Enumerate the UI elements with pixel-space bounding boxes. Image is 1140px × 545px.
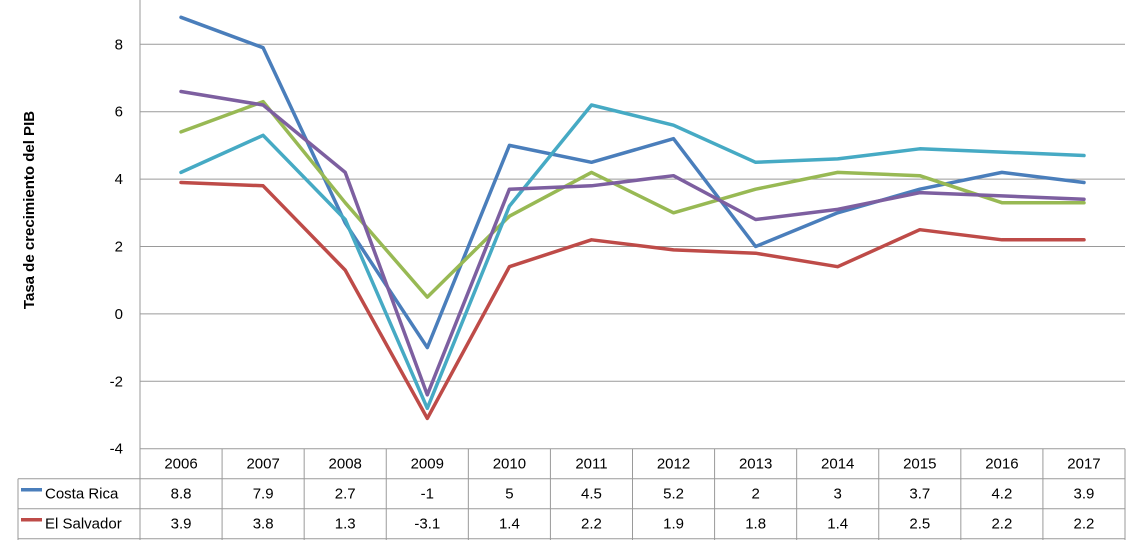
table-cell-value: 5 bbox=[505, 486, 513, 503]
table-cell-value: 1.8 bbox=[745, 516, 766, 533]
table-cell-value: 2.2 bbox=[581, 516, 602, 533]
table-cell-value: -1 bbox=[421, 486, 434, 503]
x-tick-label: 2008 bbox=[329, 456, 362, 473]
table-cell-value: 1.9 bbox=[663, 516, 684, 533]
x-tick-label: 2009 bbox=[411, 456, 444, 473]
table-cell-value: 1.4 bbox=[499, 516, 520, 533]
y-tick-label: 0 bbox=[115, 306, 123, 323]
data-table: 2006 2007 2008 2009 2010 2011 2012 2013 2014 2015… bbox=[17, 448, 1126, 540]
x-tick-label: 2006 bbox=[164, 456, 197, 473]
table-cell-value: 7.9 bbox=[253, 486, 274, 503]
x-tick-label: 2014 bbox=[821, 456, 854, 473]
table-cell-value: 2.7 bbox=[335, 486, 356, 503]
series-line bbox=[179, 15, 1086, 350]
y-tick-label: 8 bbox=[115, 36, 123, 53]
x-tick-label: 2011 bbox=[575, 456, 607, 473]
table-cell-value: 3.9 bbox=[171, 516, 192, 533]
table-cell-value: 1.3 bbox=[335, 516, 356, 533]
y-tick-label: 4 bbox=[115, 171, 123, 188]
y-tick-label: 2 bbox=[115, 239, 123, 256]
table-cell-value: 2.5 bbox=[909, 516, 930, 533]
series-line bbox=[179, 103, 1086, 411]
x-tick-label: 2016 bbox=[985, 456, 1018, 473]
table-cell-value: 8.8 bbox=[171, 486, 192, 503]
table-cell-value: 2.2 bbox=[991, 516, 1012, 533]
y-tick-label: -2 bbox=[110, 373, 123, 390]
series-line bbox=[179, 99, 1086, 299]
x-tick-label: 2015 bbox=[903, 456, 936, 473]
x-tick-label: 2013 bbox=[739, 456, 772, 473]
table-cell-value: -3.1 bbox=[414, 516, 440, 533]
table-cell-value: 2.2 bbox=[1074, 516, 1095, 533]
table-series-name: Costa Rica bbox=[45, 486, 119, 503]
table-cell-value: 3.7 bbox=[909, 486, 930, 503]
table-cell-value: 3.8 bbox=[253, 516, 274, 533]
table-cell-value: 1.4 bbox=[827, 516, 848, 533]
y-tick-label: 6 bbox=[115, 104, 123, 121]
table-cell-value: 5.2 bbox=[663, 486, 684, 503]
x-tick-label: 2010 bbox=[493, 456, 526, 473]
table-cell-value: 3.9 bbox=[1074, 486, 1095, 503]
series-line bbox=[179, 89, 1086, 397]
table-cell-value: 2 bbox=[751, 486, 759, 503]
y-axis: -4 -2 0 2 4 6 8 bbox=[110, 0, 141, 540]
table-cell-value: 3 bbox=[834, 486, 842, 503]
y-tick-label: -4 bbox=[110, 441, 123, 458]
table-cell-value: 4.5 bbox=[581, 486, 602, 503]
x-tick-label: 2012 bbox=[657, 456, 690, 473]
table-cell-value: 4.2 bbox=[991, 486, 1012, 503]
table-series-name: El Salvador bbox=[45, 516, 122, 533]
x-tick-label: 2007 bbox=[246, 456, 279, 473]
y-axis-label: Tasa de crecimiento del PIB bbox=[21, 111, 38, 309]
series-line bbox=[179, 180, 1086, 421]
x-tick-label: 2017 bbox=[1067, 456, 1100, 473]
plot-area bbox=[179, 15, 1086, 421]
